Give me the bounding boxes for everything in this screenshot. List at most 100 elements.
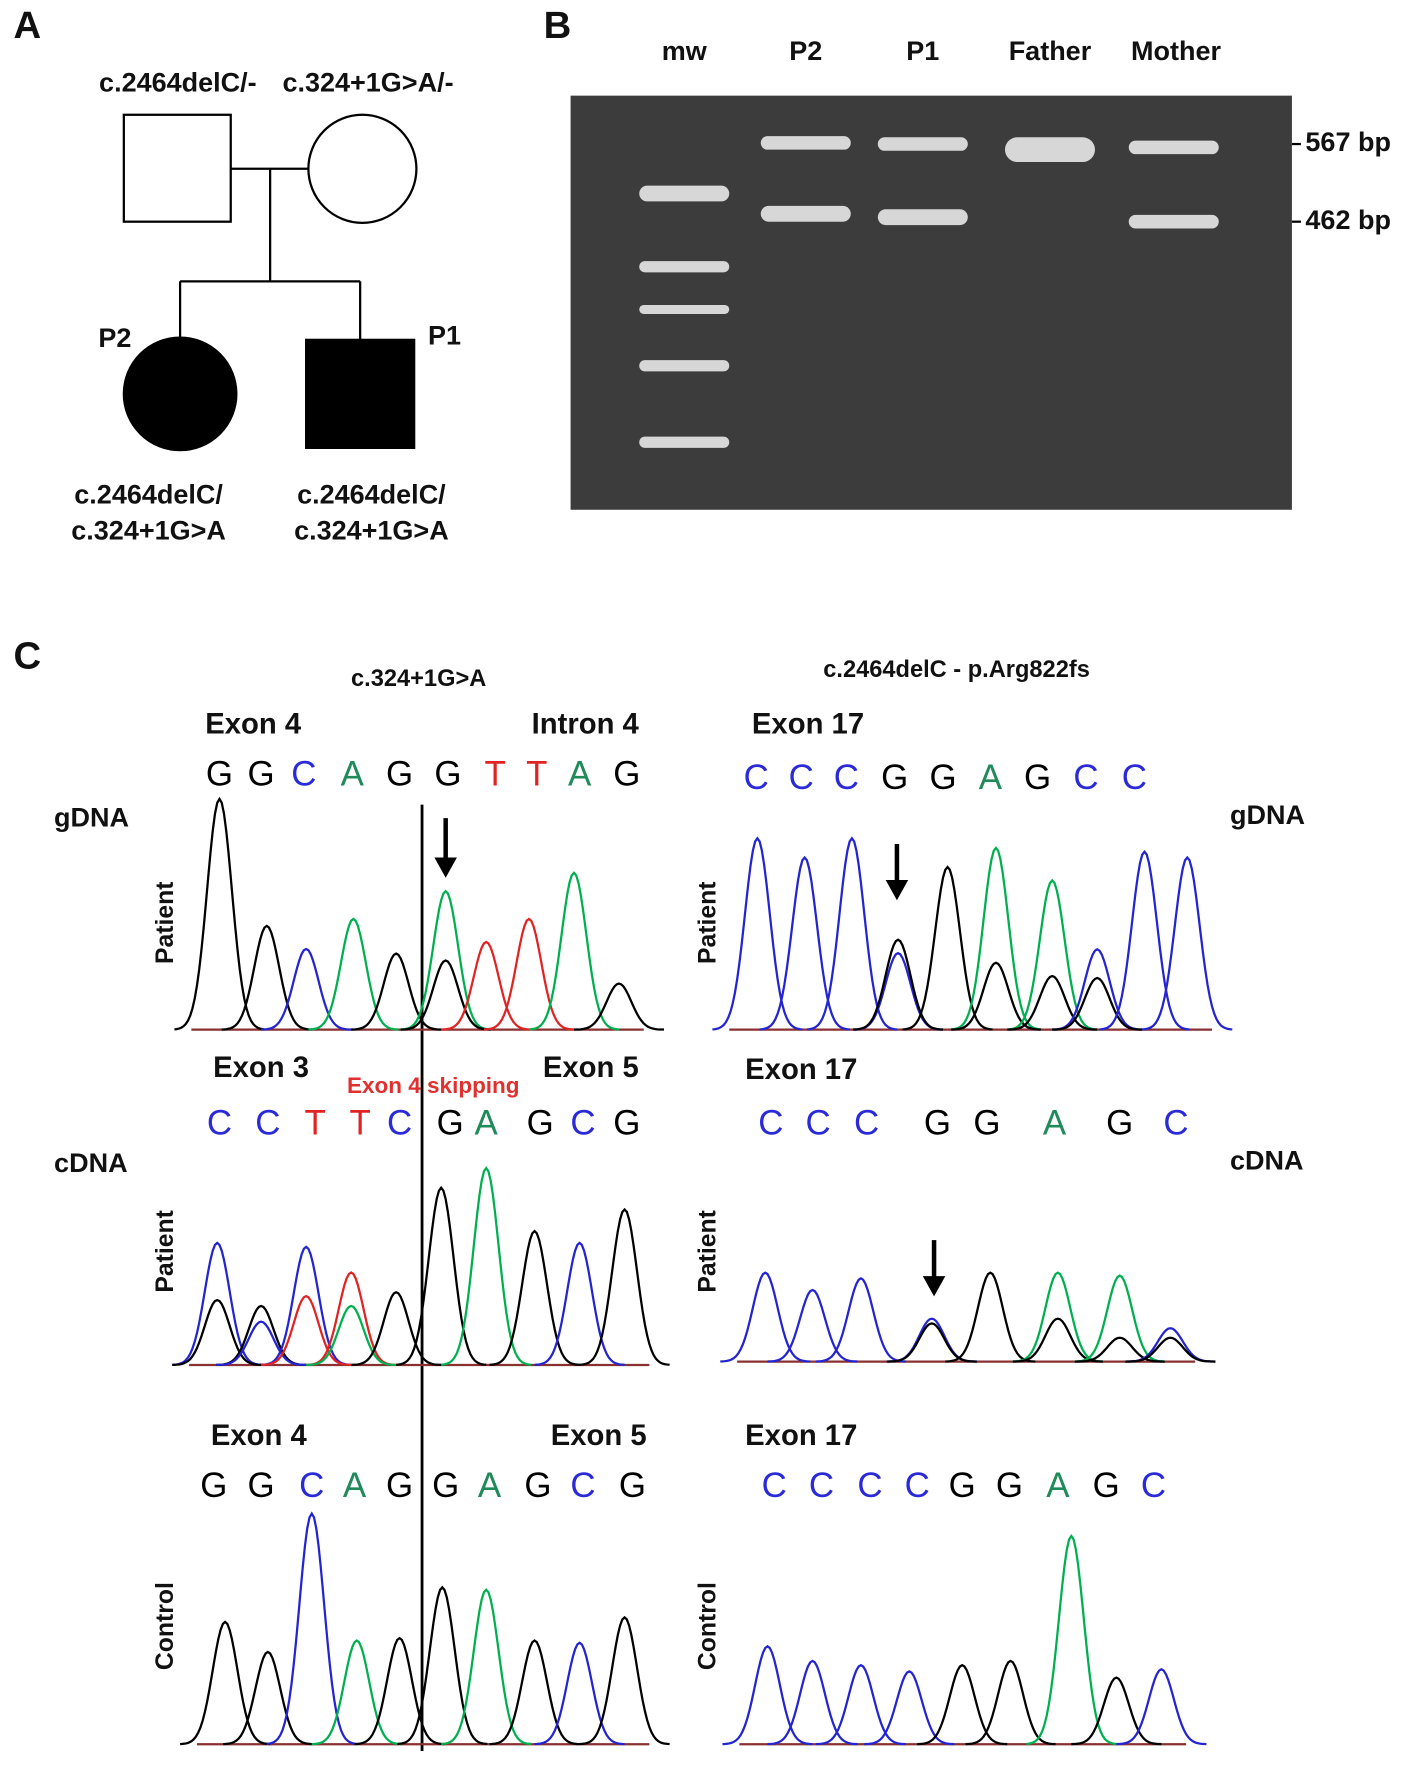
trace-peak <box>400 959 491 1031</box>
base-call: C <box>834 758 859 797</box>
region-label: Exon 17 <box>745 1054 857 1086</box>
trace-peak <box>216 1304 307 1367</box>
row-label: gDNA <box>1230 800 1305 830</box>
band <box>877 137 968 151</box>
base-call: C <box>806 1104 831 1143</box>
base-call: G <box>437 1104 464 1143</box>
trace-peak <box>722 1644 813 1746</box>
band <box>639 436 730 448</box>
arrows <box>434 818 946 1297</box>
trace-peak <box>945 1271 1036 1363</box>
region-label: Exon 17 <box>752 709 864 741</box>
base-call: G <box>1093 1466 1120 1505</box>
base-call: C <box>789 758 814 797</box>
trace-peak <box>222 1650 313 1746</box>
trace-peak <box>172 1298 263 1367</box>
base-call: C <box>255 1104 280 1143</box>
base-call: A <box>475 1104 499 1143</box>
sample-label: Patient <box>695 1210 722 1293</box>
band-size: 567 bp <box>1305 127 1391 157</box>
base-call: G <box>949 1466 976 1505</box>
genotype: c.2464delC/ <box>297 479 446 509</box>
trace-peak <box>266 1511 357 1746</box>
band <box>760 136 851 150</box>
trace-peak <box>261 947 352 1031</box>
lane-label: mw <box>662 36 708 66</box>
trace-peak <box>950 846 1042 1031</box>
base-call: G <box>619 1466 646 1505</box>
base-call: G <box>206 755 233 794</box>
trace-peak <box>351 1290 442 1367</box>
trace-peak <box>852 938 944 1031</box>
base-call: G <box>613 755 640 794</box>
region-label: Exon 3 <box>213 1052 309 1084</box>
region-label: Intron 4 <box>532 709 640 741</box>
trace-peak <box>308 917 399 1031</box>
base-call: C <box>857 1466 882 1505</box>
trace-peak <box>917 1663 1008 1746</box>
base-call: G <box>248 755 275 794</box>
trace-peak <box>534 1641 625 1746</box>
trace-peak <box>441 1166 532 1366</box>
panel-label: C <box>14 634 42 677</box>
trace-peak <box>720 1271 811 1363</box>
band <box>877 209 968 226</box>
base-call: A <box>979 758 1003 797</box>
trace-peak <box>1012 1271 1103 1363</box>
trace-peak <box>221 924 312 1031</box>
base-call: G <box>881 758 908 797</box>
trace-peak <box>1007 974 1098 1031</box>
lane-label: P2 <box>789 36 822 66</box>
panel-label: A <box>14 4 42 47</box>
base-call: C <box>570 1466 595 1505</box>
trace-peak <box>815 1277 906 1363</box>
base-call: T <box>304 1104 325 1143</box>
trace-peak <box>1074 1336 1165 1363</box>
trace-peak <box>852 951 944 1031</box>
trace-peak <box>441 940 532 1031</box>
base-call: C <box>1141 1466 1166 1505</box>
base-call: G <box>973 1104 1000 1143</box>
base-call: C <box>1163 1104 1188 1143</box>
base-call: G <box>996 1466 1023 1505</box>
trace-peak <box>311 1639 402 1746</box>
trace-peak <box>489 1229 580 1366</box>
trace-peak <box>483 917 575 1031</box>
panel-label: B <box>544 4 572 47</box>
sample-label: Patient <box>152 1210 179 1293</box>
trace-peak <box>261 1294 352 1367</box>
row-label: cDNA <box>54 1148 128 1178</box>
trace-peak <box>174 796 265 1031</box>
trace-peak <box>1052 948 1143 1031</box>
trace-peak <box>1074 1274 1165 1363</box>
genotype: c.2464delC/- <box>99 68 257 98</box>
base-call: A <box>1043 1104 1067 1143</box>
band <box>1128 214 1219 229</box>
base-call: G <box>200 1466 227 1505</box>
base-call: C <box>207 1104 232 1143</box>
base-call: A <box>343 1466 367 1505</box>
base-call: G <box>386 755 413 794</box>
band <box>639 360 730 372</box>
lane-label: Mother <box>1131 36 1221 66</box>
base-call: T <box>349 1104 370 1143</box>
trace-peak <box>579 1615 670 1746</box>
trace-peak <box>489 1639 580 1746</box>
trace-peak <box>806 836 898 1031</box>
trace-peak <box>886 1322 977 1363</box>
region-label: Exon 4 <box>205 709 302 741</box>
trace-peak <box>579 1207 670 1366</box>
trace-peak <box>950 961 1042 1031</box>
base-call: G <box>434 755 461 794</box>
trace-peak <box>216 1320 307 1367</box>
trace-peak <box>306 1304 397 1367</box>
row-label: cDNA <box>1230 1146 1304 1176</box>
band <box>760 205 851 222</box>
trace-peak <box>1116 1668 1207 1746</box>
band <box>1004 137 1095 163</box>
trace-peak <box>767 1288 858 1363</box>
base-call: G <box>613 1104 640 1143</box>
region-label: Exon 17 <box>745 1420 857 1452</box>
base-call: T <box>526 755 547 794</box>
trace-peak <box>441 1588 532 1746</box>
